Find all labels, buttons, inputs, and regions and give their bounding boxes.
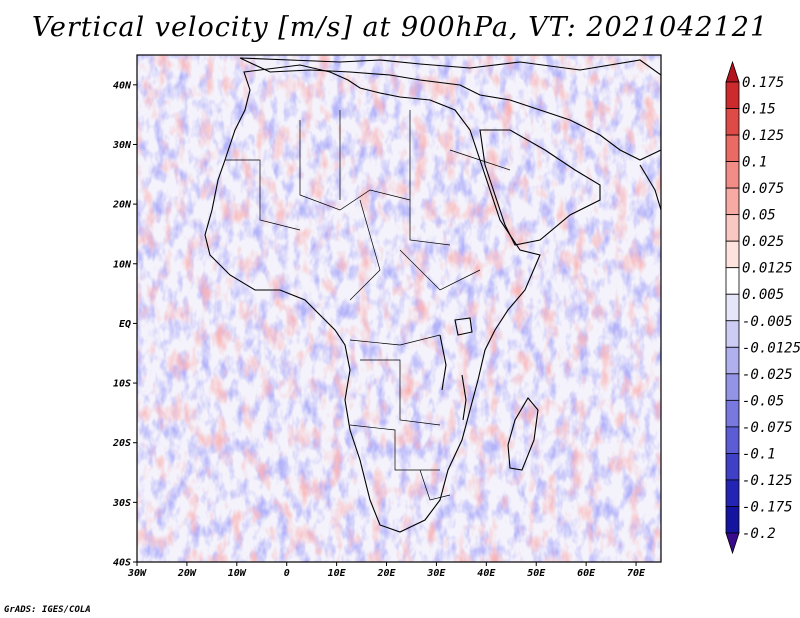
colorbar-label: -0.005 [742,314,793,330]
colorbar-box [725,108,740,136]
colorbar-label: -0.075 [742,420,793,436]
madagascar-coastline [507,397,539,471]
map-frame [136,54,662,563]
lat-tick-label: 30N [112,140,132,151]
lat-tick-label: 10N [113,259,132,270]
credit-text: GrADS: IGES/COLA [4,605,91,615]
lon-tick-label: 10E [328,568,347,579]
lon-tick-label: 20W [177,568,197,579]
colorbar-box [725,240,740,269]
colorbar-label: 0.075 [742,181,784,197]
africa-coastline [204,64,541,533]
colorbar-label: -0.175 [742,499,793,515]
lon-tick-label: 70E [627,568,646,579]
lon-tick-label: 40E [477,568,496,579]
colorbar-label: 0.175 [742,75,784,91]
colorbar-box [725,187,740,216]
colorbar-label: -0.2 [742,526,776,542]
colorbar-label: -0.1 [742,446,776,462]
lat-tick-label: EQ [119,319,131,330]
lake-victoria [454,317,473,336]
lat-tick-label: 30S [112,498,131,509]
colorbar-top-arrow [725,60,740,83]
colorbar-label: -0.125 [742,473,793,489]
colorbar-label: 0.1 [742,155,767,171]
colorbar-label: 0.15 [742,102,776,118]
lat-tick-label: 10S [113,379,131,390]
eurasia-coastline [239,57,661,161]
colorbar-label: 0.0125 [742,261,793,277]
lon-tick-label: 20E [376,568,396,579]
chart-title: Vertical velocity [m/s] at 900hPa, VT: 2… [31,12,769,43]
lat-tick-label: 20N [112,200,132,211]
colorbar-label: -0.05 [742,393,784,409]
colorbar-box [725,293,740,322]
india-coastline [639,164,661,211]
colorbar-box [725,399,740,428]
lon-tick-label: 0 [284,568,290,579]
arabia-coastline [479,129,601,246]
colorbar-box [725,134,740,162]
lake-tanganyika [439,334,447,391]
colorbar-label: -0.025 [742,367,793,383]
colorbar-label: 0.005 [742,287,784,303]
colorbar-box [725,479,740,507]
lon-tick-label: 50E [527,568,546,579]
lat-tick-label: 20S [112,438,131,449]
velocity-field [137,55,661,562]
colorbar-label: 0.125 [742,128,784,144]
longitude-axis: 30W 20W 10W 0 10E 20E 30E 40E 50E 60E 70E [127,562,646,579]
lake-malawi [461,374,467,421]
colorbar-label: -0.0125 [742,340,800,356]
lon-tick-label: 60E [577,568,596,579]
colorbar-box [725,346,740,375]
lon-tick-label: 30E [426,568,446,579]
colorbar-box [725,214,740,242]
lon-tick-label: 10W [228,568,247,579]
colorbar-box [725,320,740,348]
lat-tick-label: 40N [113,80,132,91]
country-borders [225,110,511,501]
colorbar-box [725,267,740,295]
colorbar-label: 0.025 [742,234,784,250]
colorbar-box [725,161,740,189]
lon-tick-label: 30W [127,568,147,579]
colorbar-box [725,373,740,401]
latitude-axis: 40S 30S 20S 10S EQ 10N 20N 30N 40N [112,80,137,569]
colorbar-bottom-arrow [725,532,740,555]
colorbar-box [725,506,740,534]
colorbar-box [725,453,740,481]
lat-tick-label: 40S [113,558,131,569]
colorbar-box [725,81,740,109]
coastlines [204,57,661,533]
colorbar-label: 0.05 [742,208,776,224]
colorbar-box [725,426,740,454]
